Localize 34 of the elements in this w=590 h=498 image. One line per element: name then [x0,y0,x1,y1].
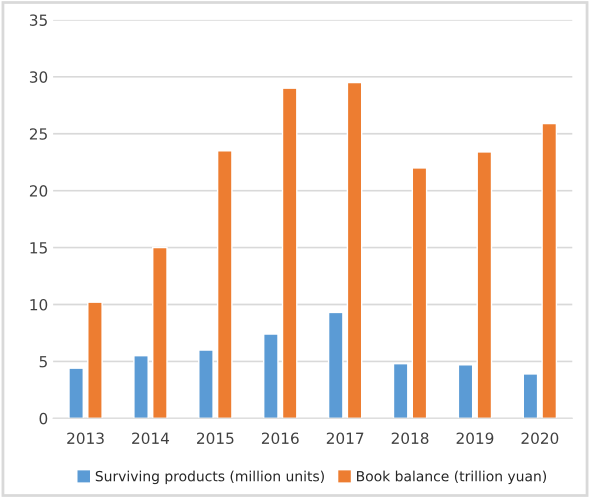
bar [198,349,214,418]
y-tick-label: 0 [40,412,48,424]
y-tick-label: 35 [30,14,47,26]
x-tick-label: 2016 [262,432,299,444]
bar [476,151,492,418]
y-tick-label: 30 [30,71,48,83]
bar [87,302,103,418]
bar [346,82,362,418]
x-tick-label: 2018 [392,432,428,444]
y-tick-label: 25 [30,128,47,140]
bar [392,362,408,418]
bar [152,246,168,418]
bar [216,150,233,418]
bar [263,333,279,418]
y-tick-label: 20 [30,185,48,197]
x-tick-label: 2020 [522,432,558,444]
bar [133,355,149,418]
x-tick-label: 2013 [67,432,104,444]
bar [328,312,344,418]
y-tick-label: 10 [30,298,48,311]
bar [282,88,298,418]
bar [68,368,84,418]
x-tick-label: 2015 [197,432,234,444]
bar [541,122,558,418]
legend-label: Book balance (trillion yuan) [357,470,546,484]
y-tick-label: 5 [40,356,47,368]
x-tick-label: 2019 [456,432,494,444]
x-tick-label: 2014 [132,432,170,444]
bar [458,364,474,418]
bar [522,373,538,418]
bar [412,167,428,418]
y-tick-label: 15 [30,242,47,254]
x-tick-label: 2017 [326,432,364,444]
legend-label: Surviving products (million units) [96,470,324,484]
